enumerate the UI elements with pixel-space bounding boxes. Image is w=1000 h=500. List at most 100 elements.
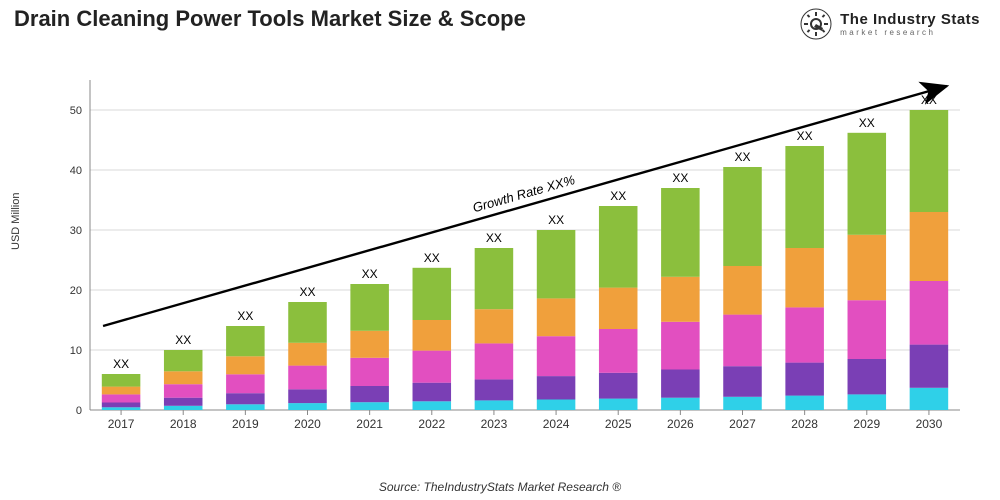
- page-root: Drain Cleaning Power Tools Market Size &…: [0, 0, 1000, 500]
- bar-segment: [226, 356, 265, 374]
- bar-value-label: XX: [424, 251, 440, 265]
- bar-segment: [350, 284, 389, 331]
- bar-value-label: XX: [486, 231, 502, 245]
- x-tick-label: 2027: [729, 417, 756, 431]
- bar-value-label: XX: [734, 150, 750, 164]
- x-tick-label: 2029: [853, 417, 880, 431]
- x-tick-label: 2021: [356, 417, 383, 431]
- bar-segment: [164, 406, 203, 410]
- bar-segment: [102, 407, 141, 410]
- bar-segment: [475, 343, 514, 379]
- bar-segment: [413, 320, 452, 351]
- x-tick-label: 2028: [791, 417, 818, 431]
- bar-segment: [350, 402, 389, 410]
- bar-segment: [537, 376, 576, 399]
- bar-segment: [537, 298, 576, 336]
- bar-segment: [599, 206, 638, 288]
- bar-value-label: XX: [610, 189, 626, 203]
- bar-segment: [910, 212, 949, 281]
- bar-segment: [848, 394, 887, 410]
- bar-value-label: XX: [672, 171, 688, 185]
- bar-segment: [288, 389, 327, 403]
- bar-segment: [413, 351, 452, 383]
- bar-segment: [475, 309, 514, 343]
- bar-segment: [475, 379, 514, 400]
- x-tick-label: 2026: [667, 417, 694, 431]
- x-tick-label: 2030: [916, 417, 943, 431]
- bar-segment: [102, 403, 141, 408]
- bar-segment: [723, 397, 762, 410]
- bar-segment: [226, 404, 265, 410]
- bar-value-label: XX: [859, 116, 875, 130]
- bar-segment: [226, 393, 265, 404]
- bar-value-label: XX: [113, 357, 129, 371]
- x-tick-label: 2024: [543, 417, 570, 431]
- bar-value-label: XX: [299, 285, 315, 299]
- bar-segment: [350, 331, 389, 358]
- bar-segment: [350, 358, 389, 386]
- bar-value-label: XX: [548, 213, 564, 227]
- bar-segment: [164, 371, 203, 384]
- x-tick-label: 2020: [294, 417, 321, 431]
- bar-segment: [599, 373, 638, 399]
- bar-segment: [723, 266, 762, 315]
- x-tick-label: 2019: [232, 417, 259, 431]
- chart-area: 01020304050XX2017XX2018XX2019XX2020XX202…: [60, 70, 970, 450]
- logo-text: The Industry Stats market research: [840, 12, 980, 37]
- x-tick-label: 2017: [108, 417, 135, 431]
- bar-segment: [910, 388, 949, 410]
- svg-text:0: 0: [76, 405, 82, 417]
- bar-segment: [537, 336, 576, 376]
- svg-text:10: 10: [70, 345, 82, 357]
- bar-value-label: XX: [175, 333, 191, 347]
- bar-segment: [164, 384, 203, 398]
- bar-segment: [723, 167, 762, 266]
- bar-value-label: XX: [237, 309, 253, 323]
- bar-segment: [599, 288, 638, 329]
- bar-segment: [413, 268, 452, 320]
- bar-segment: [661, 277, 700, 322]
- bar-segment: [599, 399, 638, 410]
- bar-segment: [226, 374, 265, 393]
- bar-segment: [723, 315, 762, 367]
- gear-icon: [800, 8, 832, 40]
- bar-segment: [785, 363, 824, 396]
- bar-segment: [599, 329, 638, 373]
- chart-svg: 01020304050XX2017XX2018XX2019XX2020XX202…: [60, 70, 970, 450]
- bar-segment: [288, 343, 327, 366]
- bar-segment: [848, 359, 887, 394]
- bar-segment: [413, 383, 452, 402]
- logo-sub: market research: [840, 29, 980, 37]
- bar-segment: [910, 110, 949, 212]
- bar-segment: [350, 386, 389, 402]
- svg-text:40: 40: [70, 165, 82, 177]
- bar-segment: [475, 400, 514, 410]
- bar-segment: [537, 230, 576, 298]
- bar-value-label: XX: [797, 129, 813, 143]
- svg-text:20: 20: [70, 285, 82, 297]
- bar-segment: [288, 403, 327, 410]
- bar-segment: [661, 322, 700, 370]
- x-tick-label: 2025: [605, 417, 632, 431]
- page-title: Drain Cleaning Power Tools Market Size &…: [14, 6, 526, 32]
- bar-segment: [661, 188, 700, 277]
- x-tick-label: 2022: [418, 417, 445, 431]
- bar-segment: [537, 400, 576, 411]
- svg-text:30: 30: [70, 225, 82, 237]
- bar-segment: [785, 248, 824, 307]
- bar-segment: [164, 350, 203, 371]
- bar-segment: [288, 302, 327, 343]
- bar-segment: [848, 133, 887, 235]
- bar-segment: [661, 370, 700, 398]
- x-tick-label: 2018: [170, 417, 197, 431]
- bar-segment: [910, 281, 949, 345]
- bar-segment: [102, 374, 141, 387]
- bar-segment: [475, 248, 514, 309]
- growth-rate-label: Growth Rate XX%: [471, 172, 577, 215]
- source-caption: Source: TheIndustryStats Market Research…: [0, 480, 1000, 494]
- bar-segment: [910, 345, 949, 388]
- bar-value-label: XX: [362, 267, 378, 281]
- bar-segment: [102, 394, 141, 402]
- bar-segment: [288, 366, 327, 390]
- bar-segment: [848, 235, 887, 300]
